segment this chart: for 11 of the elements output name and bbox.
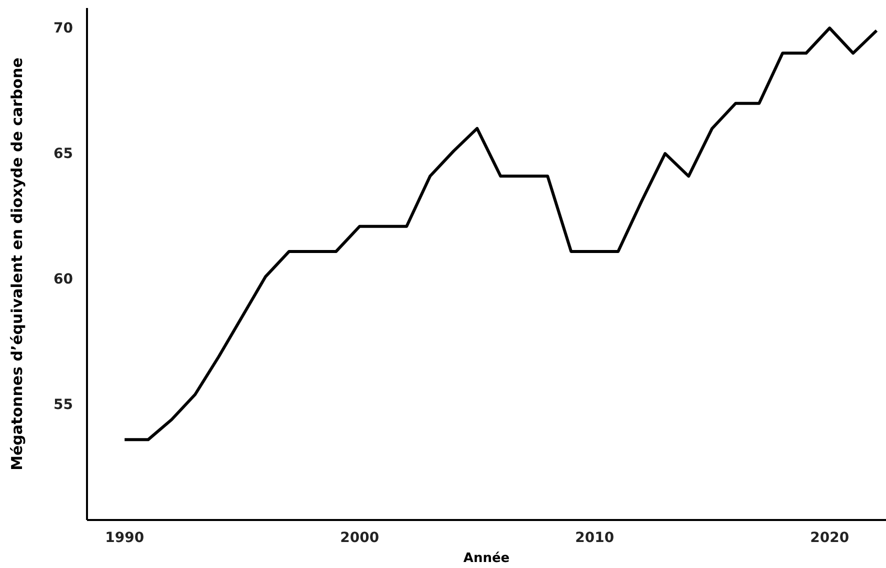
x-tick-label: 2010 [575,530,614,546]
line-series [123,26,878,442]
y-tick-label: 55 [54,397,73,414]
x-tick-label: 2000 [340,530,380,546]
y-axis-title: Mégatonnes d’équivalent en dioxyde de carbone [8,58,26,470]
y-tick-label: 65 [54,146,73,162]
x-tick-label: 1990 [105,530,144,546]
y-tick-label: 60 [54,272,74,288]
x-tick-label: 2020 [810,530,850,546]
y-tick-label: 70 [54,20,74,37]
x-axis-title: Année [463,551,510,566]
